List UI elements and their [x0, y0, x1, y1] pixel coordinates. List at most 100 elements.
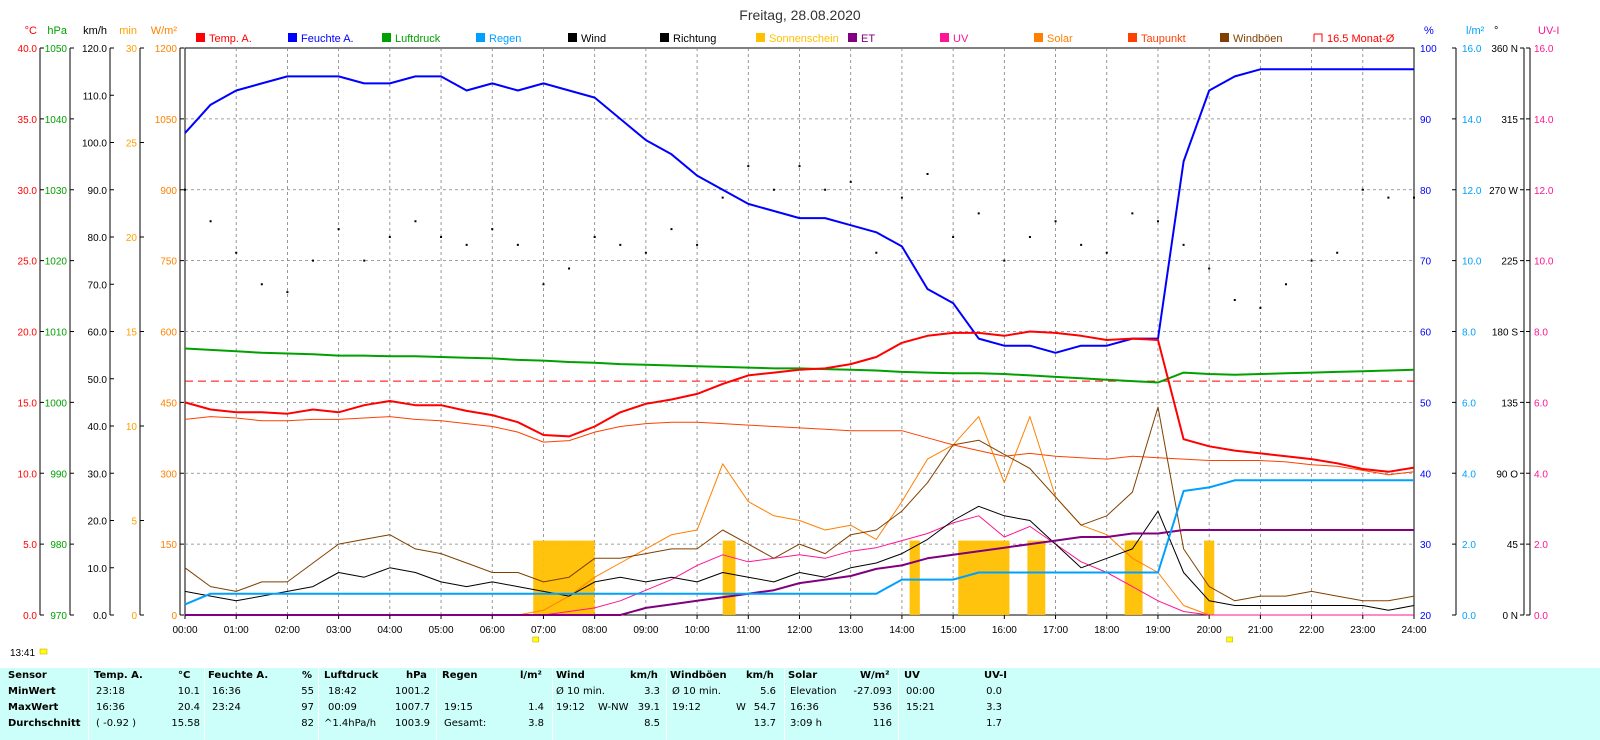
axis-unit-label: W/m²: [151, 25, 178, 37]
row-label-max: MaxWert: [8, 702, 59, 713]
max-rain-value: 1.4: [528, 702, 544, 713]
axis-tick-label: 100: [1420, 44, 1437, 55]
legend-swatch: [476, 33, 485, 42]
direction-point: [900, 196, 903, 199]
legend-label: Regen: [489, 33, 521, 45]
axis-tick-label: 16.0: [1462, 44, 1482, 55]
x-axis-tick-label: 13:00: [838, 625, 863, 636]
axis-unit-label: hPa: [47, 25, 67, 37]
axis-tick-label: 4.0: [1462, 469, 1476, 480]
axis-tick-label: 6.0: [1462, 398, 1476, 409]
direction-point: [875, 251, 878, 254]
sunset-marker: [1226, 636, 1233, 643]
axis-tick-label: 90 O: [1496, 469, 1518, 480]
header-solar-unit: W/m²: [860, 670, 890, 681]
axis-tick-label: 4.0: [1534, 469, 1548, 480]
axis-tick-label: 70.0: [88, 280, 108, 291]
x-axis-tick-label: 06:00: [480, 625, 505, 636]
axis-tick-label: 100.0: [82, 139, 107, 150]
legend-label: Taupunkt: [1141, 33, 1186, 45]
direction-point: [1413, 196, 1415, 199]
max-pressure-time: 00:09: [328, 702, 357, 713]
direction-point: [337, 228, 340, 231]
header-pressure-unit: hPa: [406, 670, 427, 681]
direction-point: [1259, 306, 1262, 309]
legend-swatch: [660, 33, 669, 42]
x-axis-tick-label: 17:00: [1043, 625, 1068, 636]
axis-tick-label: 6.0: [1534, 398, 1548, 409]
axis-tick-label: 90.0: [88, 186, 108, 197]
max-gust-value: 54.7: [753, 702, 776, 713]
axis-tick-label: 8.0: [1534, 328, 1548, 339]
axis-tick-label: 50: [1420, 398, 1432, 409]
max-rain-time: 19:15: [444, 702, 473, 713]
direction-point: [388, 236, 391, 238]
header-uvi: UV-I: [984, 670, 1008, 681]
axis-tick-label: 315: [1501, 115, 1518, 126]
max-solar-value: 536: [872, 702, 892, 713]
legend-swatch: [848, 33, 857, 42]
axis-tick-label: 15: [126, 328, 138, 339]
axis-tick-label: 8.0: [1462, 328, 1476, 339]
statistics-table: Sensor MinWert MaxWert Durchschnitt Temp…: [0, 668, 1600, 740]
direction-point: [644, 251, 647, 254]
axis-tick-label: 40.0: [18, 44, 38, 55]
legend-swatch: [1034, 33, 1043, 42]
axis-tick-label: 12.0: [1534, 186, 1554, 197]
direction-point: [824, 188, 827, 191]
header-wind-unit: km/h: [630, 670, 658, 681]
avg-wind-value: 8.5: [644, 718, 660, 729]
axis-tick-label: 5: [131, 517, 137, 528]
x-axis-tick-label: 02:00: [275, 625, 300, 636]
series-windb-en: [184, 406, 1415, 602]
axis-tick-label: 20: [1420, 611, 1432, 622]
axis-tick-label: 2.0: [1534, 540, 1548, 551]
axis-tick-label: 2.0: [1462, 540, 1476, 551]
axis-tick-label: 0 N: [1502, 611, 1518, 622]
direction-point: [1310, 259, 1313, 262]
direction-point: [1028, 236, 1031, 238]
direction-point: [1361, 188, 1364, 191]
sunshine-bar: [1124, 540, 1143, 615]
max-temp-value: 20.4: [177, 702, 200, 713]
axis-tick-label: 0: [131, 611, 137, 622]
max-wind-value: 39.1: [637, 702, 660, 713]
direction-point: [670, 228, 673, 231]
direction-point: [1003, 259, 1006, 262]
axis-tick-label: 80: [1420, 186, 1432, 197]
header-temp: Temp. A.: [94, 670, 143, 681]
direction-point: [235, 251, 238, 254]
legend-label: 16.5 Monat-Ø: [1327, 33, 1395, 45]
axis-tick-label: 10: [126, 422, 138, 433]
max-gust-direction: W: [736, 702, 746, 713]
header-uv: UV: [904, 670, 920, 681]
x-axis-tick-label: 22:00: [1299, 625, 1324, 636]
axis-tick-label: 40: [1420, 469, 1432, 480]
min-uv-time: 00:00: [906, 686, 935, 697]
axis-tick-label: 25.0: [18, 257, 38, 268]
axis-unit-label: min: [119, 25, 137, 37]
axis-tick-label: 1000: [45, 398, 68, 409]
axis-tick-label: 970: [50, 611, 67, 622]
axis-unit-label: l/m²: [1466, 25, 1485, 37]
axis-tick-label: 900: [160, 186, 177, 197]
header-gust: Windböen: [670, 670, 727, 681]
x-axis-tick-label: 08:00: [582, 625, 607, 636]
legend-label: Sonnenschein: [769, 33, 839, 45]
avg-pressure-trend: ^1.4hPa/h: [324, 718, 377, 729]
legend-label: Feuchte A.: [301, 33, 354, 45]
sunshine-bar: [909, 540, 920, 615]
x-axis: 00:00 01:00 02:00 03:00 04:00 05:00 06:00 07:00…: [172, 615, 1427, 643]
min-uv-value: 0.0: [986, 686, 1002, 697]
direction-point: [414, 220, 417, 223]
direction-point: [1105, 251, 1108, 254]
direction-point: [440, 236, 443, 238]
max-gust-time: 19:12: [672, 702, 701, 713]
avg-solar-value: 116: [872, 718, 892, 729]
header-solar: Solar: [788, 670, 818, 681]
axis-tick-label: 90: [1420, 115, 1432, 126]
legend-label: ET: [861, 33, 875, 45]
direction-point: [1233, 299, 1236, 301]
row-label-avg: Durchschnitt: [8, 718, 81, 729]
x-axis-tick-label: 11:00: [736, 625, 761, 636]
